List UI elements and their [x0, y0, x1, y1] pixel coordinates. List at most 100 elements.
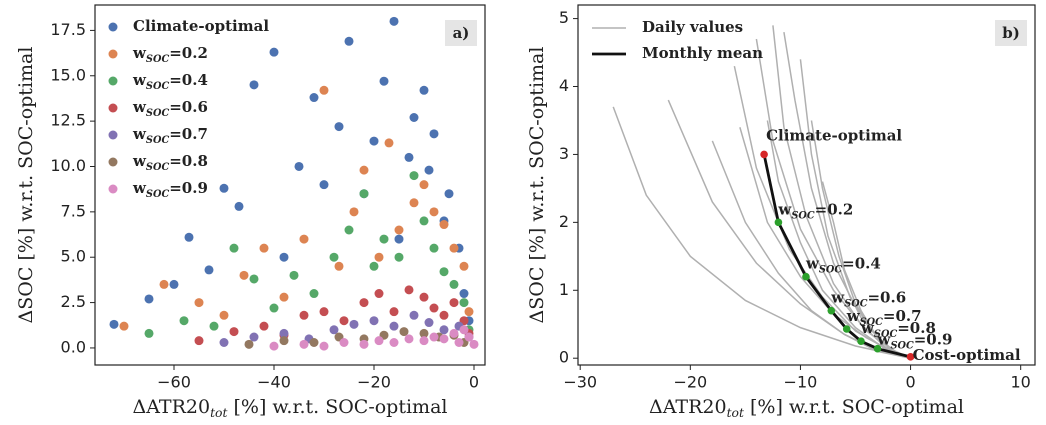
plot-area [612, 25, 911, 359]
scatter-point [439, 325, 449, 335]
y-tick-label: 15.0 [50, 65, 86, 84]
scatter-point [279, 252, 289, 262]
daily-line [783, 32, 911, 359]
scatter-point [389, 338, 399, 347]
legend-label: wSOC=0.7 [132, 125, 208, 146]
x-tick-label: −20 [673, 373, 707, 392]
legend-marker [108, 49, 118, 59]
scatter-point [339, 316, 349, 326]
scatter-point [389, 307, 399, 317]
scatter-point [379, 234, 389, 244]
y-tick-label: 0.0 [61, 337, 86, 356]
legend-marker [108, 76, 118, 86]
legend-marker [108, 157, 118, 167]
mean-point [827, 306, 836, 315]
scatter-point [424, 165, 434, 175]
y-tick-label: 4 [559, 76, 569, 95]
point-label: wSOC=0.7 [846, 307, 922, 328]
scatter-point [394, 252, 404, 262]
scatter-point [469, 339, 479, 349]
scatter-point [244, 339, 254, 349]
scatter-point [249, 80, 259, 90]
scatter-point [204, 265, 214, 275]
scatter-point [319, 341, 329, 351]
scatter-point [359, 298, 369, 308]
y-tick-label: 7.5 [61, 201, 86, 220]
y-tick-label: 5 [559, 8, 569, 27]
y-tick-label: 5.0 [61, 247, 86, 266]
scatter-point [379, 76, 389, 86]
scatter-point [109, 319, 119, 329]
legend-marker [108, 130, 118, 140]
scatter-point [459, 325, 469, 335]
y-tick-label: 12.5 [50, 111, 86, 130]
legend-label: Monthly mean [642, 44, 763, 62]
scatter-point [299, 339, 309, 349]
scatter-point [409, 113, 419, 122]
scatter-point [169, 279, 179, 289]
scatter-point [359, 165, 369, 175]
panel-label: b) [1002, 24, 1020, 42]
scatter-point [389, 16, 399, 26]
point-label: Cost-optimal [913, 346, 1021, 364]
scatter-point [239, 270, 249, 280]
scatter-point [329, 252, 339, 262]
x-tick-label: 0 [905, 373, 915, 392]
daily-line [612, 106, 911, 359]
scatter-point [449, 298, 459, 308]
x-tick-label: 0 [469, 373, 479, 392]
legend-marker [108, 103, 118, 113]
scatter-point [349, 319, 359, 329]
scatter-point [374, 336, 384, 346]
scatter-point [279, 328, 289, 338]
scatter-point [419, 336, 429, 346]
scatter-point [294, 161, 304, 171]
x-tick-label: −40 [257, 373, 291, 392]
scatter-point [329, 325, 339, 335]
legend-label: wSOC=0.8 [132, 152, 208, 173]
scatter-point [429, 129, 439, 139]
scatter-point [344, 36, 354, 46]
scatter-point [439, 267, 449, 277]
scatter-point [269, 303, 279, 313]
scatter-point [349, 207, 359, 217]
panel-label: a) [453, 24, 470, 42]
scatter-point [369, 316, 379, 326]
scatter-point [344, 225, 354, 235]
x-tick-label: 10 [1011, 373, 1031, 392]
scatter-point [259, 321, 269, 331]
scatter-point [299, 310, 309, 320]
scatter-point [449, 243, 459, 253]
panel-label-box [445, 20, 477, 46]
scatter-point [424, 318, 434, 328]
scatter-point [309, 93, 319, 103]
x-tick-label: −60 [157, 373, 191, 392]
scatter-point [309, 289, 319, 299]
scatter-point [309, 338, 319, 347]
scatter-point [419, 328, 429, 338]
scatter-point [449, 279, 459, 289]
mean-point [760, 150, 768, 159]
point-label: wSOC=0.6 [830, 289, 906, 310]
scatter-point [234, 201, 244, 211]
scatter-point [454, 338, 464, 347]
scatter-point [184, 232, 194, 242]
scatter-point [334, 261, 344, 271]
scatter-point [419, 85, 429, 95]
scatter-point [404, 285, 414, 295]
axes-frame [94, 4, 486, 366]
scatter-point [219, 183, 229, 193]
scatter-point [319, 180, 329, 190]
scatter-point [179, 316, 189, 326]
scatter-point [219, 310, 229, 320]
scatter-point [229, 243, 239, 253]
y-tick-label: 2 [559, 212, 569, 231]
legend-label: wSOC=0.9 [132, 179, 208, 200]
scatter-point [429, 243, 439, 253]
y-axis-label: ΔSOC [%] w.r.t. SOC-optimal [526, 47, 548, 324]
x-axis-label: ΔATR20tot [%] w.r.t. SOC-optimal [649, 396, 964, 420]
point-label: wSOC=0.9 [877, 331, 953, 352]
plot-area [109, 16, 479, 351]
scatter-point [359, 339, 369, 349]
mean-point [906, 353, 915, 361]
